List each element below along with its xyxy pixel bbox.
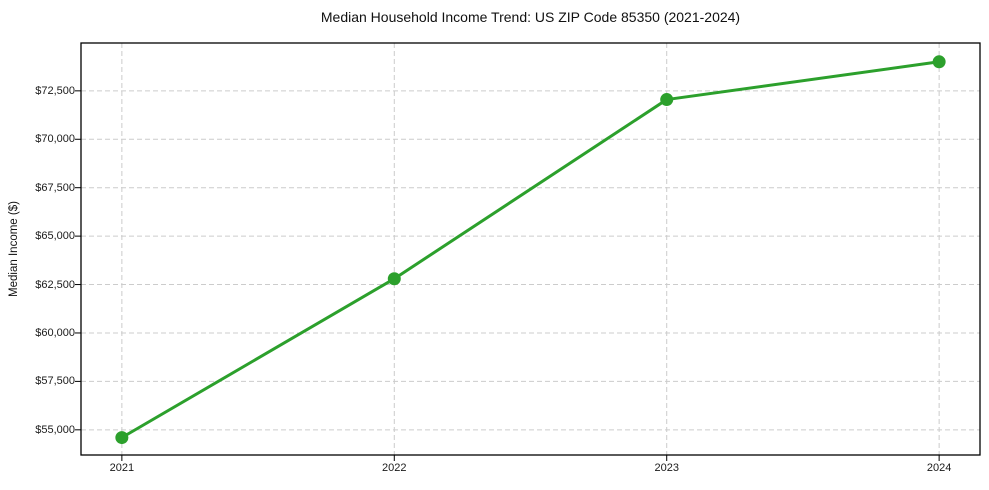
data-point-marker [932, 55, 946, 69]
data-point-marker [660, 93, 674, 107]
x-tick-label: 2021 [109, 462, 135, 474]
y-tick-label: $57,500 [35, 375, 75, 388]
data-point-marker [387, 272, 401, 286]
y-tick-label: $60,000 [35, 326, 75, 339]
y-tick-label: $55,000 [35, 423, 75, 436]
x-tick-label: 2023 [654, 462, 679, 474]
income-trend-line [120, 60, 941, 440]
chart-title: Median Household Income Trend: US ZIP Co… [320, 9, 741, 25]
y-axis-label: Median Income ($) [8, 201, 20, 297]
y-tick-label: $70,000 [35, 133, 75, 146]
y-tick-label: $62,500 [35, 278, 75, 291]
x-tick-label: 2024 [926, 462, 952, 474]
y-tick-label: $65,000 [35, 230, 75, 243]
y-tick-label: $67,500 [35, 181, 75, 194]
data-point-marker [115, 431, 129, 445]
y-tick-label: $72,500 [35, 84, 75, 97]
plot-border [80, 42, 981, 456]
x-tick-label: 2022 [382, 462, 407, 474]
line-chart-plot-area [75, 42, 981, 461]
